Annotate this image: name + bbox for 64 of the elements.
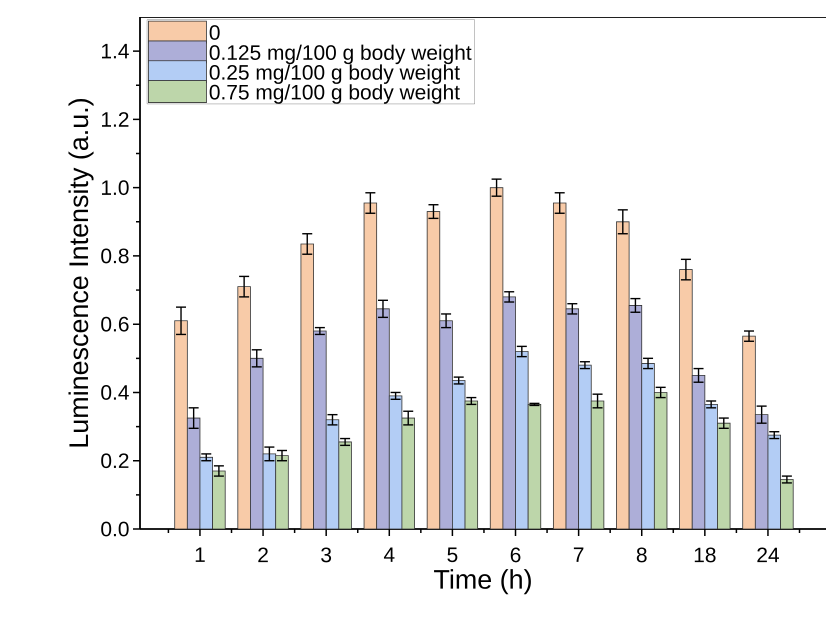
x-tick-label: 24 <box>757 548 779 562</box>
bar <box>300 244 314 529</box>
bar <box>679 269 693 529</box>
bar <box>326 419 340 529</box>
bar <box>212 470 226 529</box>
x-tick-label: 2 <box>258 548 268 562</box>
bar <box>515 351 529 529</box>
bar <box>654 392 668 529</box>
x-tick-label: 6 <box>510 548 520 562</box>
x-tick-label: 1 <box>196 548 205 562</box>
bar <box>426 211 440 529</box>
bar <box>502 296 516 529</box>
bar <box>313 330 327 529</box>
bar <box>439 320 453 529</box>
bar <box>490 187 504 529</box>
legend-label: 0.75 mg/100 g body weight <box>210 84 460 104</box>
bar <box>692 375 706 529</box>
bar <box>262 454 276 529</box>
y-tick-label: 0.6 <box>101 316 129 332</box>
bar <box>768 434 781 529</box>
bar <box>754 414 768 529</box>
y-tick-label: 1.4 <box>102 44 129 58</box>
x-tick-label: 4 <box>384 548 394 562</box>
bar <box>616 221 630 529</box>
bar <box>528 404 542 529</box>
bar <box>275 455 289 529</box>
y-tick-label: 0.2 <box>101 453 128 468</box>
bar <box>464 400 478 529</box>
y-tick-label: 1.2 <box>102 112 128 127</box>
x-tick-label: 18 <box>694 548 716 562</box>
bar <box>590 400 604 529</box>
bar <box>200 456 213 529</box>
bar <box>566 308 580 529</box>
bar <box>388 395 402 529</box>
y-tick-label: 1.0 <box>102 180 129 196</box>
x-axis-title: Time (h) <box>434 569 531 594</box>
x-tick-label: 3 <box>321 548 332 562</box>
bar <box>780 479 794 529</box>
x-tick-label: 5 <box>447 548 458 562</box>
x-tick-label: 8 <box>636 548 647 562</box>
bar <box>364 202 378 529</box>
bar <box>628 305 642 529</box>
legend-label: 0 <box>210 25 220 40</box>
bar <box>376 308 390 529</box>
x-tick-label: 7 <box>574 548 584 562</box>
bar <box>250 358 264 529</box>
bar <box>641 363 655 529</box>
legend-label: 0.125 mg/100 g body weight <box>210 44 472 64</box>
bar <box>174 320 188 529</box>
y-tick-label: 0.4 <box>101 385 129 400</box>
bar <box>717 422 730 529</box>
bar <box>452 380 466 529</box>
bar <box>237 286 251 529</box>
y-axis-title: Luminescence Intensity (a.u.) <box>68 99 94 446</box>
bar <box>578 364 592 529</box>
bar <box>338 442 352 529</box>
bar <box>402 418 415 529</box>
y-tick-label: 0.8 <box>101 248 129 264</box>
bar <box>704 404 718 529</box>
legend-label: 0.25 mg/100 g body weight <box>210 64 460 84</box>
bar <box>742 336 756 529</box>
bar <box>552 202 566 529</box>
y-tick-label: 0.0 <box>101 522 129 536</box>
bar <box>186 418 200 529</box>
